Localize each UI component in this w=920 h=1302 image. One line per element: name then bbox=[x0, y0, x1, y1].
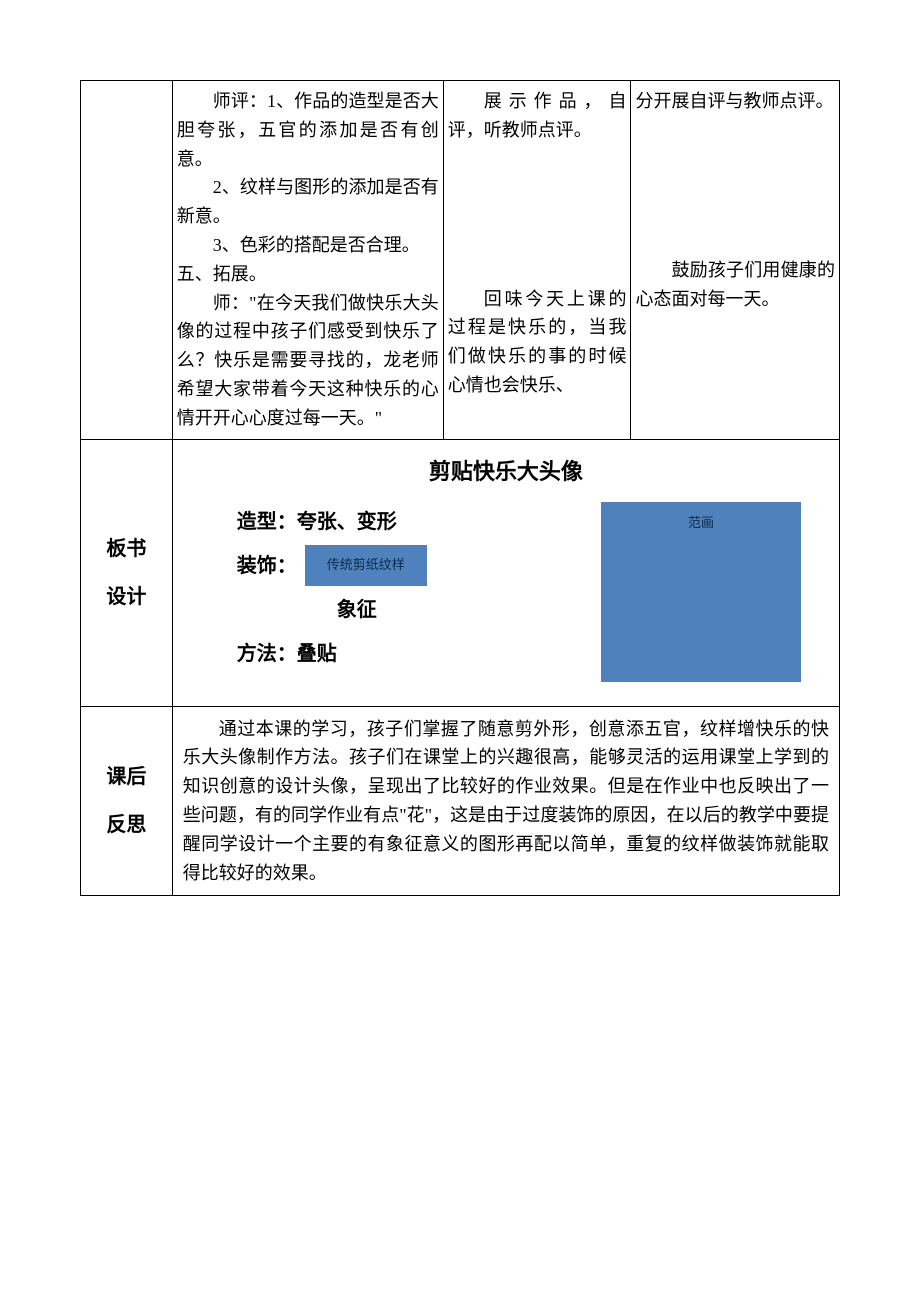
board-title: 剪贴快乐大头像 bbox=[177, 454, 835, 486]
activity-row: 师评：1、作品的造型是否大胆夸张，五官的添加是否有创意。 2、纹样与图形的添加是… bbox=[81, 81, 840, 440]
design-intent-cell: 分开展自评与教师点评。 鼓励孩子们用健康的心态面对每一天。 bbox=[631, 81, 840, 440]
board-method-line: 方法：叠贴 bbox=[237, 632, 477, 676]
reflection-label-cell: 课后 反思 bbox=[81, 706, 173, 896]
teacher-activity-cell: 师评：1、作品的造型是否大胆夸张，五官的添加是否有创意。 2、纹样与图形的添加是… bbox=[172, 81, 443, 440]
board-design-row: 板书 设计 剪贴快乐大头像 造型：夸张、变形 装饰： 传统剪纸纹样 象征 方法：… bbox=[81, 439, 840, 706]
intent-encourage: 鼓励孩子们用健康的心态面对每一天。 bbox=[635, 256, 835, 314]
sample-image-box: 范画 bbox=[601, 502, 801, 682]
board-decor-line: 装饰： 传统剪纸纹样 bbox=[237, 544, 477, 588]
board-diagram: 造型：夸张、变形 装饰： 传统剪纸纹样 象征 方法：叠贴 范画 bbox=[177, 500, 835, 700]
spacer bbox=[635, 116, 835, 256]
reflection-row: 课后 反思 通过本课的学习，孩子们掌握了随意剪外形，创意添五官，纹样增快乐的快乐… bbox=[81, 706, 840, 896]
section-extend: 五、拓展。 bbox=[177, 260, 439, 289]
board-symbol-line: 象征 bbox=[237, 588, 477, 632]
board-decor-label: 装饰： bbox=[237, 544, 297, 588]
activity-label-cell bbox=[81, 81, 173, 440]
reflection-content-cell: 通过本课的学习，孩子们掌握了随意剪外形，创意添五官，纹样增快乐的快乐大头像制作方… bbox=[172, 706, 839, 896]
board-label-cell: 板书 设计 bbox=[81, 439, 173, 706]
teacher-eval-2: 2、纹样与图形的添加是否有新意。 bbox=[177, 173, 439, 231]
student-reflect: 回味今天上课的过程是快乐的，当我们做快乐的事的时候心情也会快乐、 bbox=[448, 285, 627, 400]
student-activity-cell: 展示作品，自评，听教师点评。 回味今天上课的过程是快乐的，当我们做快乐的事的时候… bbox=[443, 81, 631, 440]
board-label-1: 板书 bbox=[85, 525, 168, 573]
spacer bbox=[448, 145, 627, 285]
student-show: 展示作品，自评，听教师点评。 bbox=[448, 87, 627, 145]
teacher-eval-1: 师评：1、作品的造型是否大胆夸张，五官的添加是否有创意。 bbox=[177, 87, 439, 173]
reflection-label-1: 课后 bbox=[85, 753, 168, 801]
reflection-label-2: 反思 bbox=[85, 801, 168, 849]
teacher-quote: 师："在今天我们做快乐大头像的过程中孩子们感受到快乐了么？快乐是需要寻找的，龙老… bbox=[177, 289, 439, 433]
pattern-box: 传统剪纸纹样 bbox=[305, 545, 427, 586]
board-left-text: 造型：夸张、变形 装饰： 传统剪纸纹样 象征 方法：叠贴 bbox=[237, 500, 477, 676]
board-shape-line: 造型：夸张、变形 bbox=[237, 500, 477, 544]
intent-eval: 分开展自评与教师点评。 bbox=[635, 87, 835, 116]
board-content-cell: 剪贴快乐大头像 造型：夸张、变形 装饰： 传统剪纸纹样 象征 方法：叠贴 范画 bbox=[172, 439, 839, 706]
teacher-eval-3: 3、色彩的搭配是否合理。 bbox=[177, 231, 439, 260]
reflection-text: 通过本课的学习，孩子们掌握了随意剪外形，创意添五官，纹样增快乐的快乐大头像制作方… bbox=[177, 713, 835, 890]
board-label-2: 设计 bbox=[85, 573, 168, 621]
lesson-plan-table: 师评：1、作品的造型是否大胆夸张，五官的添加是否有创意。 2、纹样与图形的添加是… bbox=[80, 80, 840, 896]
